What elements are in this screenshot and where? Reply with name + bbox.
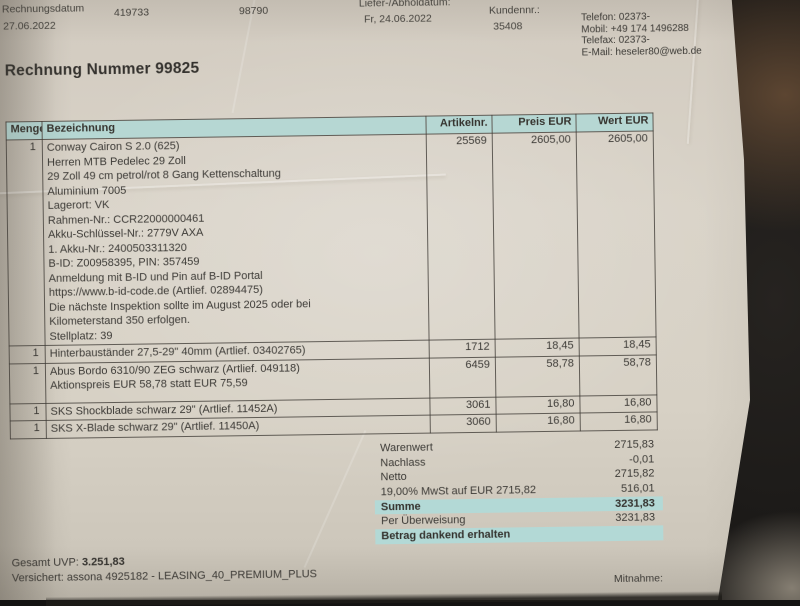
contact-block: Telefon: 02373- Mobil: +49 174 1496288 Tel… xyxy=(581,11,702,59)
contact-line: Mobil: +49 174 1496288 xyxy=(581,22,689,36)
item-artikelnr: 3061 xyxy=(429,396,497,416)
col-header-artikelnr: Artikelnr. xyxy=(425,115,493,135)
invoice-title: Rechnung Nummer 99825 xyxy=(4,59,200,80)
item-description-line: SKS X-Blade schwarz 29" (Artlief. 11450A… xyxy=(50,419,260,435)
item-qty: 1 xyxy=(6,139,46,346)
item-preis: 16,80 xyxy=(496,412,581,432)
item-qty: 1 xyxy=(9,362,46,404)
lieferdatum-value: Fr, 24.06.2022 xyxy=(363,12,432,26)
kundennr-value: 35408 xyxy=(493,20,523,33)
summary-label: Summe xyxy=(380,500,421,514)
summary-label: Warenwert xyxy=(379,441,433,455)
col-header-wert: Wert EUR xyxy=(575,112,654,133)
kundennr-label: Kundennr.: xyxy=(488,4,540,17)
totals-block: Warenwert 2715,83 Nachlass -0,01 Netto 2… xyxy=(374,437,664,545)
summary-value: 2715,82 xyxy=(614,467,655,481)
mitnahme-label: Mitnahme: xyxy=(613,572,664,586)
col-header-menge: Menge xyxy=(5,121,43,140)
summary-value: 3231,83 xyxy=(615,511,656,525)
summary-label: Per Überweisung xyxy=(381,514,466,528)
summary-value: 516,01 xyxy=(620,482,655,495)
contact-line: E-Mail: heseler80@web.de xyxy=(581,45,702,59)
item-wert: 16,80 xyxy=(579,394,658,413)
item-wert: 58,78 xyxy=(579,354,657,396)
item-artikelnr: 25569 xyxy=(426,133,496,341)
summary-label: Netto xyxy=(380,471,407,484)
item-preis: 58,78 xyxy=(495,355,580,397)
item-preis: 16,80 xyxy=(495,395,581,415)
summary-value: 3231,83 xyxy=(615,497,655,510)
item-artikelnr: 1712 xyxy=(429,339,496,358)
item-artikelnr: 6459 xyxy=(429,356,496,398)
rechnungsdatum-label: Rechnungsdatum xyxy=(1,2,85,16)
beleg-number: 98790 xyxy=(238,4,269,18)
table-row: 1 Conway Cairon S 2.0 (625) Herren MTB Pe… xyxy=(6,130,657,346)
summary-value: 2715,83 xyxy=(614,438,655,452)
vorgang-number: 419733 xyxy=(113,6,150,19)
item-qty: 1 xyxy=(9,345,46,364)
item-preis: 18,45 xyxy=(495,338,580,357)
gesamt-uvp-label: Gesamt UVP: xyxy=(11,556,79,570)
items-table: Menge Bezeichnung Artikelnr. Preis EUR W… xyxy=(5,112,658,439)
versichert-line: Versichert: assona 4925182 - LEASING_40_… xyxy=(11,568,318,585)
item-wert: 16,80 xyxy=(580,411,658,431)
lieferdatum-label: Liefer-/Abholdatum: xyxy=(358,0,451,10)
summary-value: -0,01 xyxy=(629,453,655,466)
rechnungsdatum-value: 27.06.2022 xyxy=(3,19,56,33)
summary-label: Nachlass xyxy=(380,456,426,469)
summary-row: Betrag dankend erhalten xyxy=(375,525,664,545)
item-wert: 2605,00 xyxy=(576,130,657,339)
item-artikelnr: 3060 xyxy=(430,414,497,433)
gesamt-uvp-line: Gesamt UVP: 3.251,83 xyxy=(12,556,125,570)
gesamt-uvp-value: 3.251,83 xyxy=(81,555,125,569)
item-preis: 2605,00 xyxy=(492,132,580,340)
summary-label: Betrag dankend erhalten xyxy=(381,528,511,543)
items-body: 1 Conway Cairon S 2.0 (625) Herren MTB Pe… xyxy=(6,130,658,439)
item-wert: 18,45 xyxy=(579,336,657,356)
col-header-preis: Preis EUR xyxy=(491,114,577,134)
item-qty: 1 xyxy=(9,402,47,421)
item-description: Abus Bordo 6310/90 ZEG schwarz (Artlief.… xyxy=(45,357,430,403)
item-description: Conway Cairon S 2.0 (625) Herren MTB Pede… xyxy=(42,134,430,346)
item-qty: 1 xyxy=(10,420,47,439)
